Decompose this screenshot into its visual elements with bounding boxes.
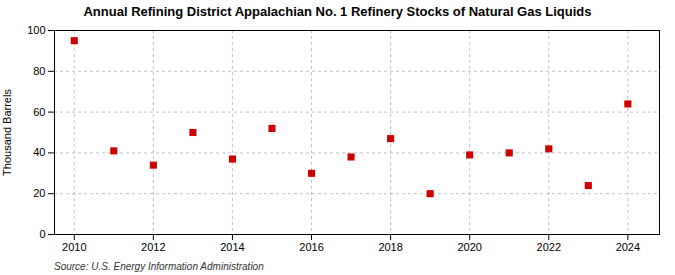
html-text:Source: U.S. Energy Informatio: Source: U.S. Energy Information Administ…: [54, 261, 264, 272]
svg-text:80: 80: [33, 65, 45, 77]
svg-text:0: 0: [39, 228, 45, 240]
svg-text:2018: 2018: [378, 241, 402, 253]
svg-text:Thousand Barrels: Thousand Barrels: [1, 89, 13, 176]
svg-text:20: 20: [33, 187, 45, 199]
svg-text:2010: 2010: [62, 241, 86, 253]
svg-text:2022: 2022: [537, 241, 561, 253]
svg-text:2020: 2020: [457, 241, 481, 253]
svg-text:60: 60: [33, 106, 45, 118]
svg-text:40: 40: [33, 146, 45, 158]
svg-text:2024: 2024: [616, 241, 640, 253]
html-text:Annual Refining District Appal: Annual Refining District Appalachian No.…: [83, 4, 592, 19]
svg-text:2012: 2012: [141, 241, 165, 253]
svg-text:2014: 2014: [220, 241, 244, 253]
svg-text:100: 100: [27, 24, 45, 36]
svg-text:2016: 2016: [299, 241, 323, 253]
